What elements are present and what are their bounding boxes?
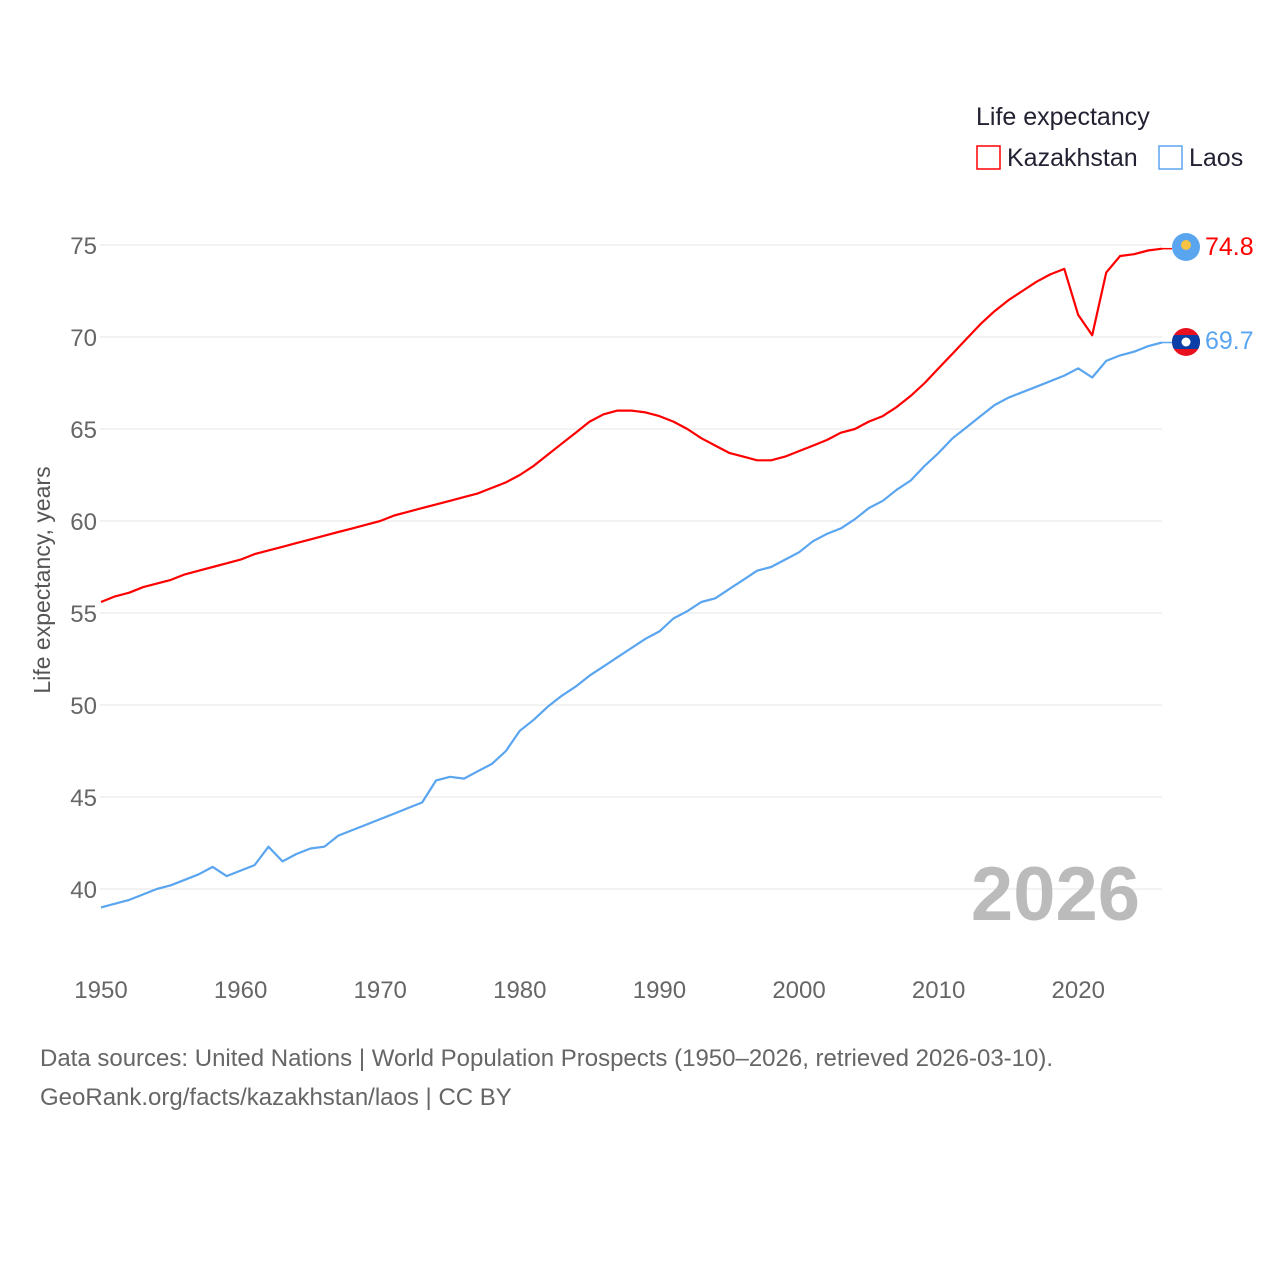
x-tick-label: 1980 [493,977,546,1004]
y-tick-label: 70 [70,325,97,352]
legend: Life expectancy Kazakhstan Laos [976,103,1243,172]
y-tick-label: 55 [70,601,97,628]
laos-flag-icon [1172,328,1200,356]
y-axis-label: Life expectancy, years [29,466,55,693]
series-line-kazakhstan [100,247,1163,604]
x-tick-label: 1990 [633,977,686,1004]
end-label-kazakhstan: 74.8 [1205,233,1254,261]
x-tick-label: 1950 [74,977,127,1004]
end-label-laos: 69.7 [1205,327,1254,355]
x-tick-label: 2020 [1052,977,1105,1004]
x-tick-label: 1970 [354,977,407,1004]
credit-link[interactable]: GeoRank.org/facts/kazakhstan/laos | CC B… [40,1084,512,1111]
data-sources: Data sources: United Nations | World Pop… [40,1045,1054,1072]
y-tick-label: 50 [70,693,97,720]
legend-swatch-kazakhstan[interactable] [976,145,1001,170]
x-tick-label: 2010 [912,977,965,1004]
legend-label-laos[interactable]: Laos [1189,144,1243,172]
series-line-laos [100,341,1163,909]
legend-swatch-laos[interactable] [1158,145,1183,170]
y-tick-label: 60 [70,509,97,536]
kazakhstan-flag-icon [1172,233,1200,261]
y-tick-label: 40 [70,877,97,904]
x-tick-label: 2000 [772,977,825,1004]
line-chart: 40 45 50 55 60 65 70 75 1950 1960 1970 1980 1990 200… [29,103,1254,1004]
legend-label-kazakhstan[interactable]: Kazakhstan [1007,144,1138,172]
year-label: 2026 [971,852,1140,937]
y-tick-label: 75 [70,233,97,260]
y-tick-label: 65 [70,417,97,444]
y-tick-label: 45 [70,785,97,812]
legend-title: Life expectancy [976,103,1150,131]
x-tick-label: 1960 [214,977,267,1004]
